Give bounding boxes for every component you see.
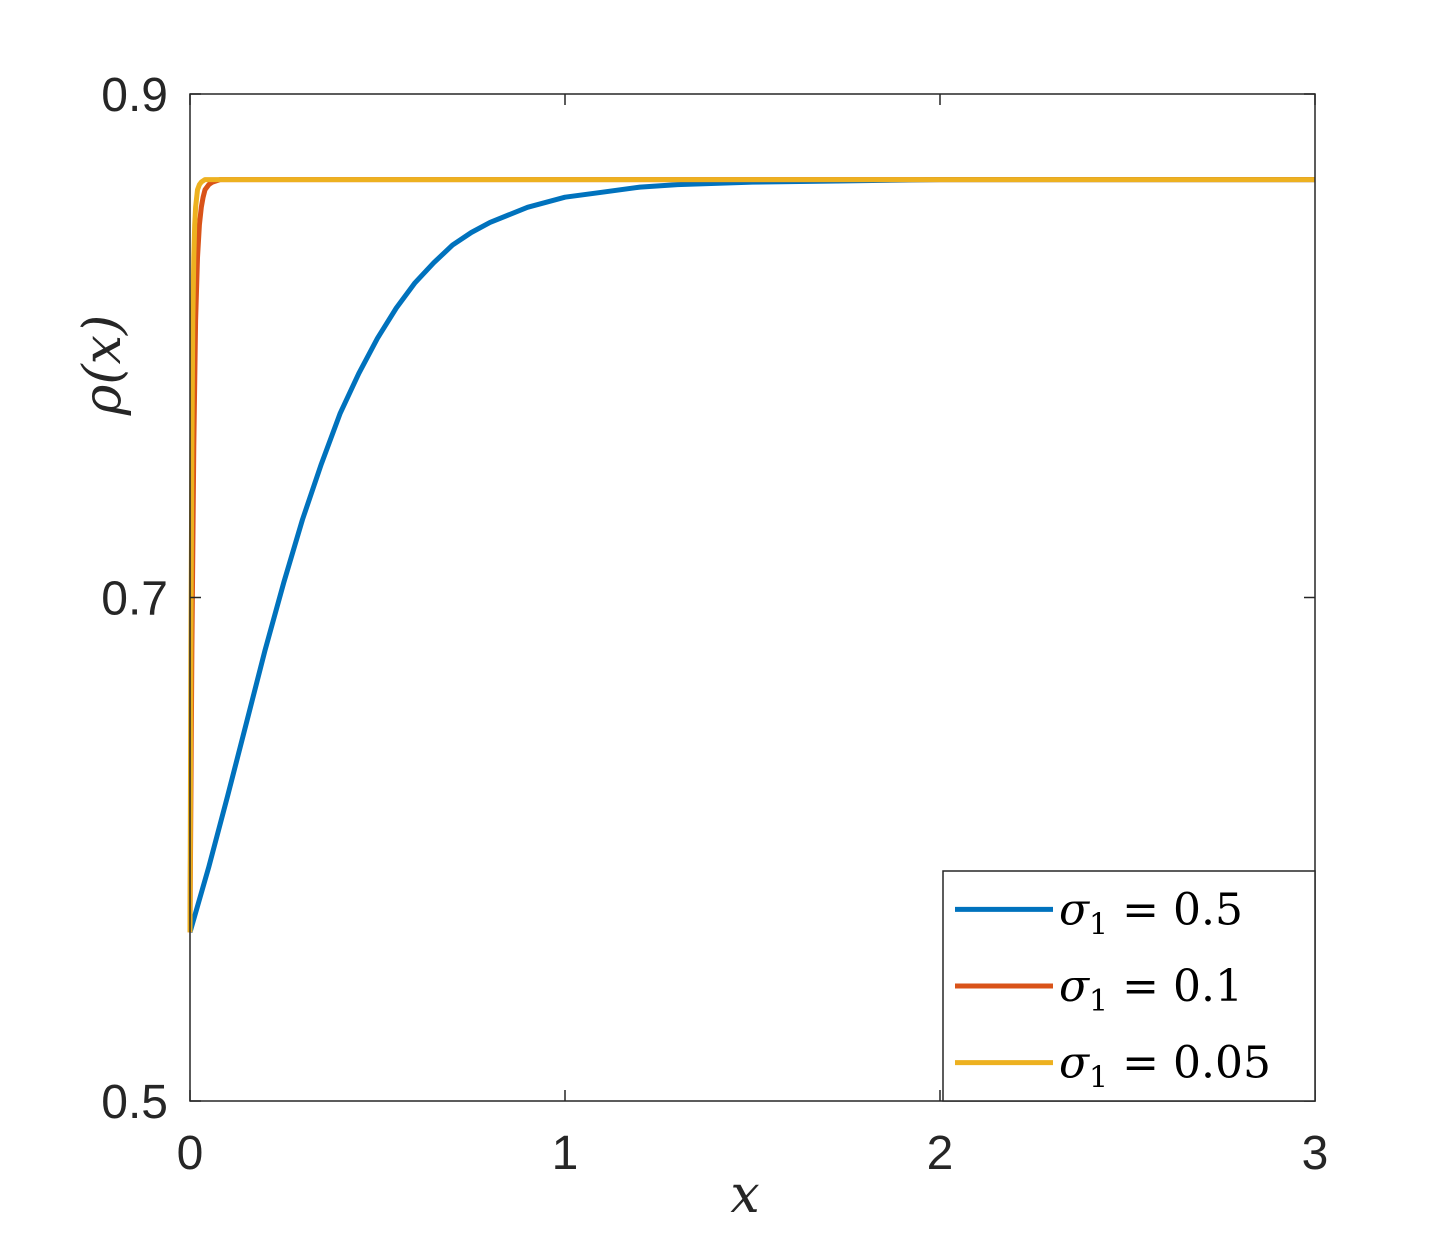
x-tick-label: 3: [1302, 1127, 1329, 1180]
y-axis-label: ρ(x): [73, 315, 133, 416]
legend-entry[interactable]: σ1 = 0.1: [955, 961, 1243, 1019]
x-tick-label: 2: [927, 1127, 954, 1180]
x-tick-label: 1: [552, 1127, 579, 1180]
legend-entry[interactable]: σ1 = 0.05: [955, 1038, 1271, 1096]
x-tick-labels: 0 1 2 3: [177, 1127, 1329, 1180]
legend[interactable]: σ1 = 0.5 σ1 = 0.1 σ1 = 0.05: [942, 870, 1316, 1102]
series-layer: [187, 177, 1315, 933]
series-line-3: [187, 177, 1315, 933]
legend-label: σ1 = 0.5: [1059, 884, 1243, 942]
legend-entry[interactable]: σ1 = 0.5: [955, 884, 1243, 942]
x-tick-label: 0: [177, 1127, 204, 1180]
y-tick-label: 0.7: [101, 573, 168, 626]
y-tick-label: 0.5: [101, 1076, 168, 1129]
legend-label: σ1 = 0.05: [1059, 1038, 1271, 1096]
y-tick-labels: 0.5 0.7 0.9: [101, 69, 168, 1129]
x-axis-label: x: [730, 1165, 759, 1225]
y-tick-label: 0.9: [101, 69, 168, 122]
series-line-1: [187, 177, 1315, 933]
legend-label: σ1 = 0.1: [1059, 961, 1243, 1019]
